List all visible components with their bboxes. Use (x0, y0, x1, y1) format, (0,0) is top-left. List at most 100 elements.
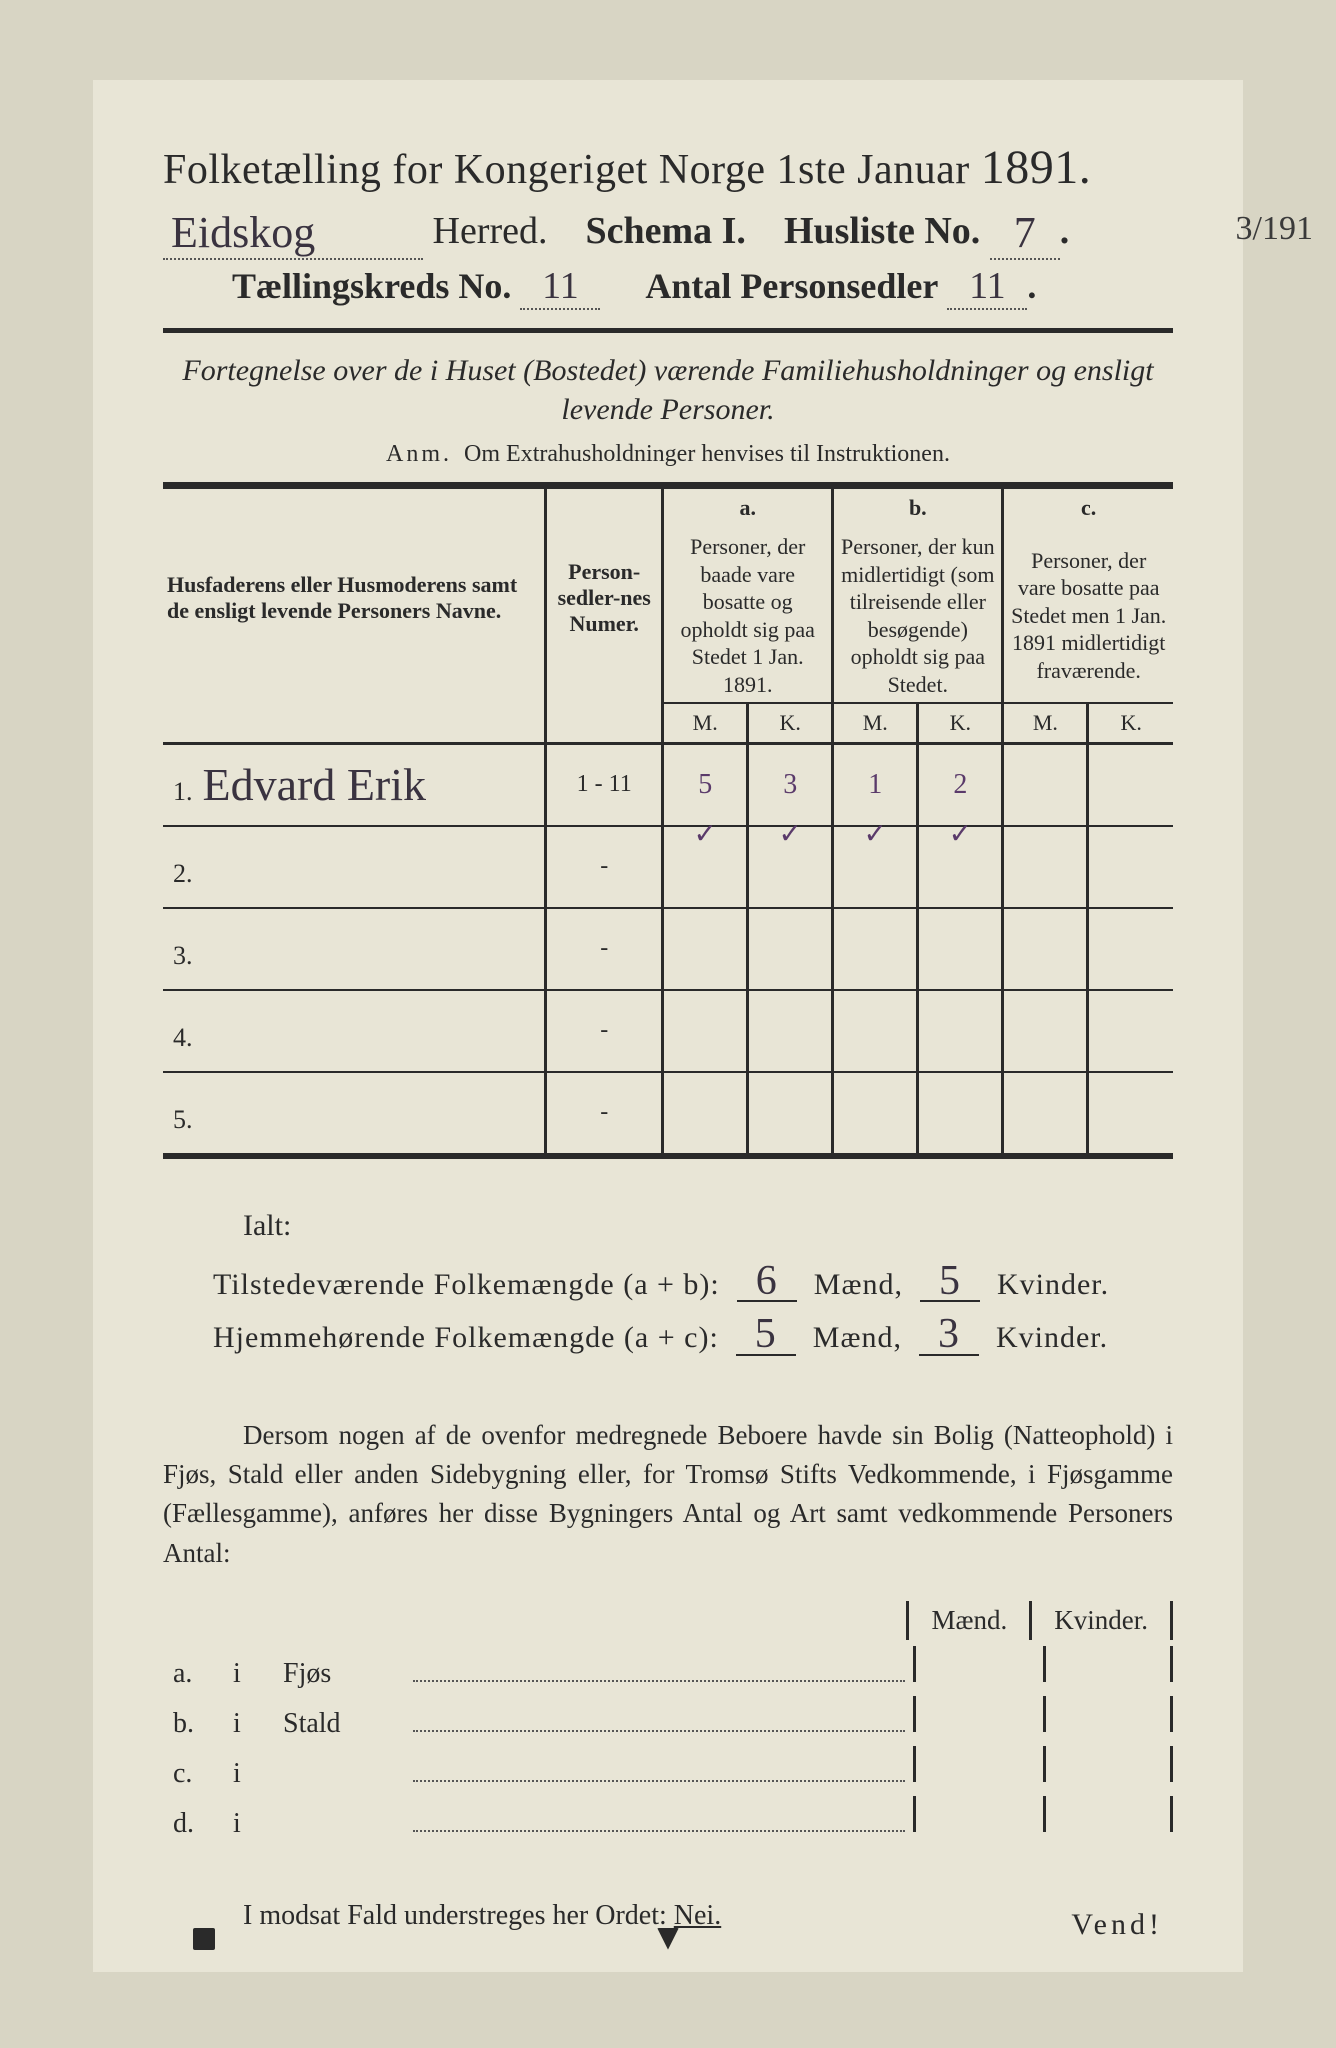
paragraph: Dersom nogen af de ovenfor medregnede Be… (163, 1416, 1173, 1573)
c-m: M. (1003, 703, 1088, 744)
bygn-row: c.i (163, 1746, 1173, 1790)
row-c-k (1088, 990, 1173, 1072)
c-k: K. (1088, 703, 1173, 744)
row-b-k (918, 908, 1003, 990)
col-name-header-text: Husfaderens eller Husmoderens samt de en… (167, 572, 517, 623)
anm-line: Anm. Om Extrahusholdninger henvises til … (163, 441, 1173, 468)
subtitle: Fortegnelse over de i Huset (Bostedet) v… (163, 351, 1173, 429)
row-b-m (833, 1072, 918, 1154)
b-m: M. (833, 703, 918, 744)
bygn-head-m: Mænd. (906, 1601, 1029, 1640)
row-b-m (833, 826, 918, 908)
totals-1-label: Tilstedeværende Folkemængde (a + b): (213, 1268, 720, 1301)
husliste-label: Husliste No. (784, 210, 980, 252)
row-name-cell: 1.Edvard Erik (163, 744, 546, 826)
row-c-m (1003, 908, 1088, 990)
row-num-cell: - (546, 826, 663, 908)
row-c-m (1003, 990, 1088, 1072)
bygn-lbl: a. (163, 1658, 233, 1690)
bygn-lbl: b. (163, 1708, 233, 1740)
bygn-m-cell (913, 1796, 1043, 1832)
row-c-m (1003, 744, 1088, 826)
bygn-head-k: Kvinder. (1029, 1601, 1173, 1640)
anm-text: Om Extrahusholdninger henvises til Instr… (464, 441, 950, 467)
table-row: 2.- (163, 826, 1173, 908)
row-a-m: 5✓ (663, 744, 748, 826)
herred-label: Herred. (433, 210, 548, 252)
col-b-text: Personer, der kun midlertidigt (som tilr… (833, 523, 1003, 703)
modsat-pre: I modsat Fald understreges her Ordet: (243, 1900, 667, 1931)
col-name-header: Husfaderens eller Husmoderens samt de en… (163, 489, 546, 703)
title-year: 1891. (981, 141, 1092, 194)
bygning-table: Mænd. Kvinder. a.iFjøsb.iStaldc.id.i (163, 1601, 1173, 1840)
divider-2 (163, 482, 1173, 489)
row-a-k: 3✓ (748, 744, 833, 826)
bygn-i: i (233, 1658, 283, 1690)
row-a-m (663, 826, 748, 908)
totals-1-m: 6 (737, 1263, 797, 1303)
col-c-label: c. (1003, 489, 1173, 523)
bygn-row: d.i (163, 1796, 1173, 1840)
bygn-head: Mænd. Kvinder. (163, 1601, 1173, 1640)
col-b-label: b. (833, 489, 1003, 523)
bygn-m-cell (913, 1696, 1043, 1732)
col-a-text: Personer, der baade vare bosatte og opho… (663, 523, 833, 703)
row-a-k (748, 826, 833, 908)
empty-h1 (163, 703, 546, 744)
bygn-i: i (233, 1808, 283, 1840)
census-form-page: 3/191 Folketælling for Kongeriget Norge … (93, 80, 1243, 1972)
row-c-k (1088, 1072, 1173, 1154)
table-row: 1.Edvard Erik1 - 115✓3✓1✓2✓ (163, 744, 1173, 826)
a-k: K. (748, 703, 833, 744)
schema-label: Schema I. (585, 210, 745, 252)
modsat-line: I modsat Fald understreges her Ordet: Ne… (243, 1900, 1173, 1932)
b-k: K. (918, 703, 1003, 744)
kvinder-2: Kvinder. (996, 1321, 1108, 1354)
vend-label: Vend! (1071, 1908, 1163, 1942)
empty-h2 (546, 703, 663, 744)
row-a-m (663, 908, 748, 990)
row-num-cell: - (546, 990, 663, 1072)
bygn-row: a.iFjøs (163, 1646, 1173, 1690)
divider-1 (163, 328, 1173, 333)
kreds-label: Tællingskreds No. (232, 266, 511, 306)
kreds-no: 11 (520, 264, 600, 310)
bygn-i: i (233, 1758, 283, 1790)
row-b-m (833, 990, 918, 1072)
col-num-header-text: Person-sedler-nes Numer. (558, 559, 651, 636)
row-name-cell: 4. (163, 990, 546, 1072)
ialt-label: Ialt: (243, 1209, 1173, 1243)
husliste-no: 7 (990, 207, 1060, 260)
bygn-lbl: c. (163, 1758, 233, 1790)
table-row: 3.- (163, 908, 1173, 990)
title-line-1: Folketælling for Kongeriget Norge 1ste J… (163, 140, 1173, 195)
maend-1: Mænd, (814, 1268, 903, 1301)
row-num-cell: - (546, 908, 663, 990)
row-c-m (1003, 1072, 1088, 1154)
divider-3 (163, 1155, 1173, 1159)
punch-hole-icon (193, 1928, 215, 1950)
row-b-k (918, 826, 1003, 908)
a-m: M. (663, 703, 748, 744)
row-b-k (918, 1072, 1003, 1154)
row-b-m: 1✓ (833, 744, 918, 826)
totals-2-m: 5 (736, 1316, 796, 1356)
row-c-k (1088, 826, 1173, 908)
row-a-k (748, 908, 833, 990)
totals-1-k: 5 (920, 1263, 980, 1303)
bygn-k-cell (1043, 1646, 1173, 1682)
row-b-k (918, 990, 1003, 1072)
bygn-lbl: d. (163, 1808, 233, 1840)
row-name-cell: 2. (163, 826, 546, 908)
row-a-k (748, 990, 833, 1072)
bygn-m-cell (913, 1646, 1043, 1682)
bygn-m-cell (913, 1746, 1043, 1782)
bygn-dots (413, 1704, 905, 1732)
bygn-dots (413, 1754, 905, 1782)
antal-no: 11 (947, 264, 1027, 310)
row-num-cell: - (546, 1072, 663, 1154)
row-b-k: 2✓ (918, 744, 1003, 826)
bygn-k-cell (1043, 1696, 1173, 1732)
totals-line-2: Hjemmehørende Folkemængde (a + c): 5 Mæn… (213, 1316, 1173, 1356)
table-row: 4.- (163, 990, 1173, 1072)
